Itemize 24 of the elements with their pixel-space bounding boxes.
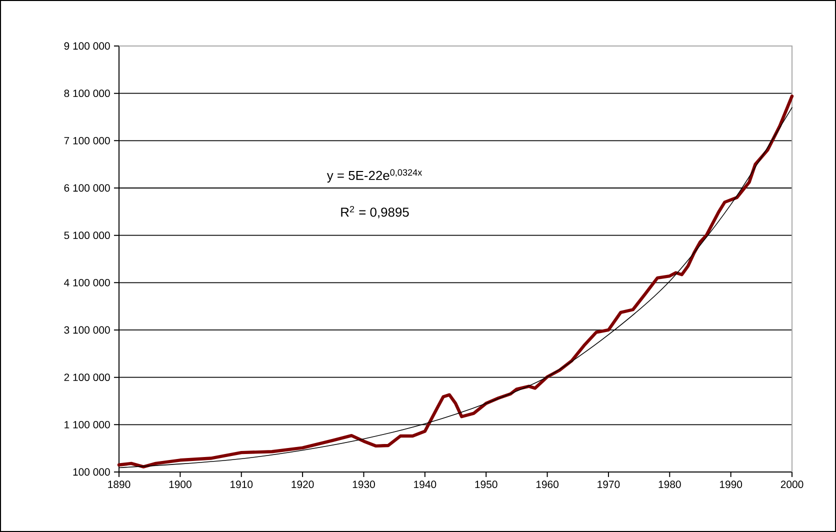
y-tick-label: 3 100 000 (64, 326, 110, 334)
x-tick-label: 1920 (292, 480, 314, 488)
x-tick-label: 1930 (352, 480, 375, 488)
x-tick-label: 1970 (598, 480, 620, 488)
x-tick-label: 1890 (108, 480, 130, 488)
y-tick-label: 6 100 000 (64, 184, 110, 192)
x-tick-label: 2000 (780, 480, 804, 488)
x-tick-label: 1960 (536, 480, 558, 488)
annotation: R$^{2}$ = 0,9895 (341, 206, 409, 218)
annotation: y = 5E-22e$^{0,0324x}$ (326, 169, 422, 183)
x-tick-label: 1950 (475, 480, 498, 488)
y-tick-label: 7 100 000 (64, 136, 110, 144)
x-tick-label: 1940 (414, 480, 436, 488)
x-tick-label: 1910 (230, 480, 253, 488)
y-tick-label: 4 100 000 (64, 278, 110, 286)
x-tick-label: 1990 (720, 480, 742, 488)
y-tick-label: 2 100 000 (64, 374, 110, 382)
y-tick-label: 100 000 (73, 468, 110, 476)
y-tick-label: 5 100 000 (64, 232, 110, 240)
y-tick-label: 8 100 000 (64, 90, 110, 98)
x-tick-label: 1900 (169, 480, 192, 488)
x-tick-label: 1980 (658, 480, 681, 488)
y-tick-label: 9 100 000 (64, 42, 110, 50)
y-tick-label: 1 100 000 (64, 420, 110, 428)
